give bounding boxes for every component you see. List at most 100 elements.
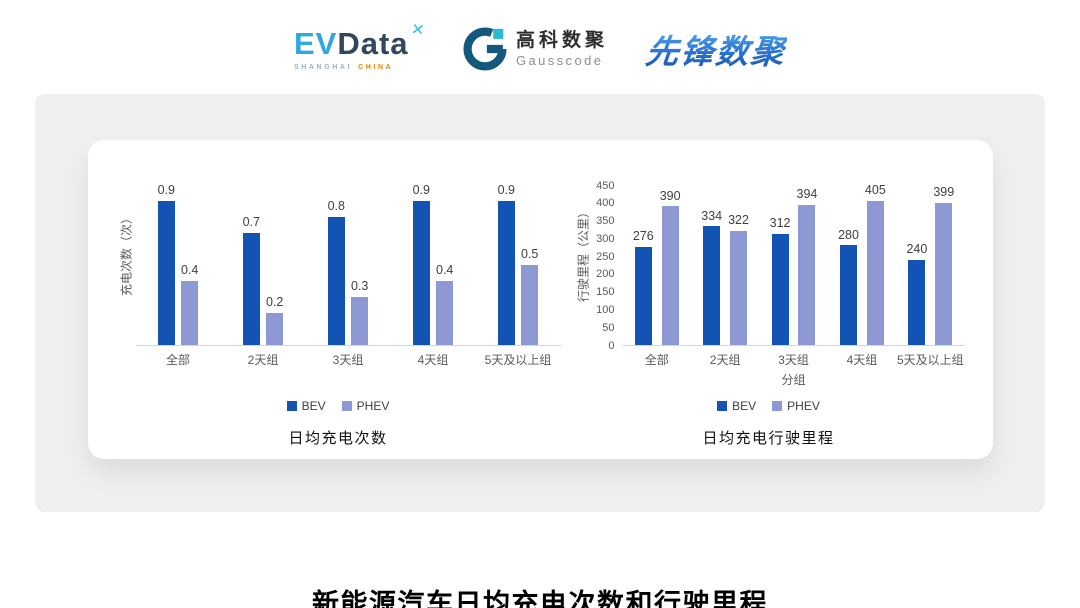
bar-group: 276 390 bbox=[623, 189, 691, 345]
bar-group: 280 405 bbox=[828, 183, 896, 345]
chart-charging-times: 充电次数（次） 0.9 0.4 0.7 0.2 0.8 0.3 0.9 0.4 0.9 0.5 全部 2… bbox=[116, 162, 561, 459]
bar-value-label: 322 bbox=[728, 212, 749, 227]
y-axis-label-text: 充电次数（次） bbox=[119, 211, 133, 297]
bar-value-label: 240 bbox=[906, 241, 928, 256]
category-label: 4天组 bbox=[846, 353, 878, 367]
y-axis-label: 行驶里程（公里） bbox=[573, 162, 593, 346]
legend-label: PHEV bbox=[356, 399, 390, 413]
bar-group: 334 322 bbox=[691, 208, 759, 345]
bar-bev bbox=[908, 259, 926, 345]
bar-wrap: 0.5 bbox=[521, 247, 539, 345]
category-label: 2天组 bbox=[709, 353, 741, 367]
bar-value-label: 334 bbox=[701, 208, 723, 223]
legend-label: BEV bbox=[732, 399, 757, 413]
bar-value-label: 0.9 bbox=[497, 183, 515, 198]
gausscode-text: 高科数聚 Gausscode bbox=[516, 30, 608, 68]
bar-phev bbox=[436, 281, 454, 345]
category-label: 3天组 bbox=[778, 353, 809, 367]
bar-bev bbox=[412, 201, 430, 345]
bar-group: 0.9 0.4 bbox=[391, 183, 476, 345]
chart-plot-region: 充电次数（次） 0.9 0.4 0.7 0.2 0.8 0.3 0.9 0.4 0.9 0.5 全部 2… bbox=[116, 162, 561, 390]
category-row: 全部 2天组 3天组 4天组 5天及以上组 bbox=[136, 351, 561, 368]
bar-wrap: 0.2 bbox=[266, 295, 284, 345]
bar-value-label: 405 bbox=[864, 183, 886, 198]
bar-wrap: 0.3 bbox=[351, 279, 369, 345]
y-axis-ticks: 450 400 350 300 250 200 150 100 50 0 bbox=[593, 162, 623, 351]
bar-phev bbox=[521, 265, 539, 345]
bar-wrap: 405 bbox=[864, 183, 886, 345]
legend: BEV PHEV bbox=[573, 399, 965, 413]
bar-value-label: 0.9 bbox=[157, 183, 175, 198]
category-label: 全部 bbox=[644, 353, 669, 367]
bar-group: 0.9 0.4 bbox=[136, 183, 221, 345]
gausscode-logo: 高科数聚 Gausscode bbox=[463, 27, 608, 71]
bar-value-label: 399 bbox=[933, 185, 955, 200]
evdata-wordmark: EV Data ✕ bbox=[294, 21, 426, 59]
x-axis-label bbox=[136, 371, 561, 390]
y-axis-label: 充电次数（次） bbox=[116, 162, 136, 346]
header: EV Data ✕ SHANGHAI CHINA 高科数聚 Gausscode 先锋… bbox=[0, 0, 1080, 94]
legend-item-bev: BEV bbox=[717, 399, 756, 413]
bar-wrap: 0.9 bbox=[157, 183, 175, 345]
bar-wrap: 0.4 bbox=[436, 263, 454, 345]
bar-value-label: 276 bbox=[632, 229, 654, 244]
bar-wrap: 276 bbox=[632, 229, 654, 345]
bar-phev bbox=[351, 297, 369, 345]
category-label: 5天及以上组 bbox=[896, 353, 964, 367]
bar-phev bbox=[798, 204, 816, 345]
bar-value-label: 312 bbox=[769, 216, 791, 231]
y-tick-label: 50 bbox=[602, 321, 615, 334]
category-label: 全部 bbox=[165, 353, 190, 367]
y-axis-label-text: 行驶里程（公里） bbox=[576, 205, 590, 303]
bar-wrap: 0.9 bbox=[412, 183, 430, 345]
bar-wrap: 390 bbox=[660, 189, 681, 345]
y-tick-label: 450 bbox=[596, 179, 615, 192]
bar-phev bbox=[866, 201, 884, 345]
y-tick-label: 350 bbox=[596, 215, 615, 228]
y-tick-label: 150 bbox=[596, 286, 615, 299]
chart-driving-distance: 行驶里程（公里） 450 400 350 300 250 200 150 100 50 0 276 39… bbox=[573, 162, 965, 459]
bar-group: 0.8 0.3 bbox=[306, 199, 391, 345]
chart-panel: 充电次数（次） 0.9 0.4 0.7 0.2 0.8 0.3 0.9 0.4 0.9 0.5 全部 2… bbox=[35, 94, 1045, 512]
gausscode-cn-text: 高科数聚 bbox=[515, 29, 608, 51]
legend-item-bev: BEV bbox=[286, 399, 326, 413]
bar-group: 312 394 bbox=[759, 187, 827, 345]
plot-column: 276 390 334 322 312 394 280 405 240 399 全部 2天组 3天组 4天… bbox=[622, 162, 965, 390]
legend: BEV PHEV bbox=[116, 399, 561, 413]
y-tick-label: 300 bbox=[596, 232, 615, 245]
y-tick-label: 400 bbox=[596, 197, 615, 210]
y-tick-label: 200 bbox=[596, 268, 615, 281]
bar-value-label: 0.7 bbox=[242, 215, 260, 230]
bar-wrap: 334 bbox=[701, 208, 723, 345]
bar-bev bbox=[497, 201, 515, 345]
footer: 新能源汽车日均充电次数和行驶里程 EV for Daily Average Ch… bbox=[0, 582, 1080, 608]
evdata-logo: EV Data ✕ SHANGHAI CHINA bbox=[294, 21, 426, 71]
category-label: 2天组 bbox=[247, 353, 279, 367]
legend-item-phev: PHEV bbox=[772, 399, 820, 413]
plot-area: 276 390 334 322 312 394 280 405 240 399 bbox=[622, 162, 965, 346]
bar-group: 240 399 bbox=[896, 186, 964, 345]
bar-value-label: 0.4 bbox=[436, 263, 454, 278]
legend-swatch-phev bbox=[341, 401, 352, 411]
evdata-subtext: SHANGHAI CHINA bbox=[294, 64, 425, 71]
bar-wrap: 322 bbox=[728, 212, 749, 345]
bar-value-label: 394 bbox=[796, 187, 818, 202]
bar-phev bbox=[730, 230, 748, 345]
evdata-china-text: CHINA bbox=[358, 63, 394, 71]
legend-swatch-bev bbox=[286, 401, 297, 411]
legend-swatch-phev bbox=[772, 401, 783, 411]
bar-phev bbox=[181, 281, 199, 345]
evdata-star-icon: ✕ bbox=[409, 20, 427, 40]
bar-wrap: 280 bbox=[838, 228, 859, 345]
bar-bev bbox=[634, 246, 652, 345]
bar-bev bbox=[157, 201, 175, 345]
bar-wrap: 0.8 bbox=[327, 199, 345, 345]
legend-label: BEV bbox=[301, 399, 326, 413]
bar-value-label: 0.9 bbox=[412, 183, 430, 198]
bar-value-label: 0.5 bbox=[521, 247, 539, 262]
bar-bev bbox=[771, 234, 789, 345]
bar-bev bbox=[327, 217, 345, 345]
chart-card: 充电次数（次） 0.9 0.4 0.7 0.2 0.8 0.3 0.9 0.4 0.9 0.5 全部 2… bbox=[87, 140, 993, 459]
bar-value-label: 0.8 bbox=[327, 199, 345, 214]
bar-phev bbox=[266, 313, 284, 345]
